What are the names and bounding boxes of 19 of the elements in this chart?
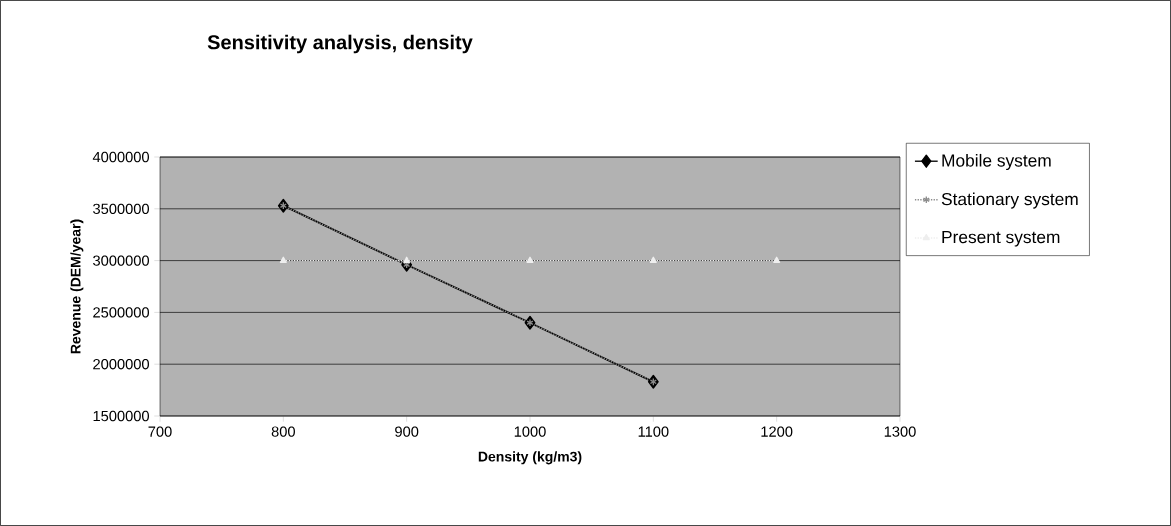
x-tick-label: 700 xyxy=(148,426,172,437)
x-tick-label: 1100 xyxy=(638,426,669,437)
y-axis-title: Revenue (DEM/year) xyxy=(70,219,84,354)
chart-title: Sensitivity analysis, density xyxy=(207,34,473,54)
legend-label: Present system xyxy=(942,231,1060,247)
y-tick-label: 3500000 xyxy=(93,203,149,214)
x-tick-label: 800 xyxy=(271,426,295,437)
x-tick-label: 900 xyxy=(395,426,419,437)
legend-label: Mobile system xyxy=(942,153,1051,171)
y-tick-label: 3000000 xyxy=(93,255,149,266)
y-tick-label: 2500000 xyxy=(93,307,149,318)
legend-label: Stationary system xyxy=(941,192,1078,209)
x-tick-label: 1200 xyxy=(761,426,793,437)
y-tick-label: 2000000 xyxy=(93,359,149,370)
x-tick-label: 1000 xyxy=(514,426,546,437)
y-tick-label: 1500000 xyxy=(93,410,149,422)
x-tick-label: 1300 xyxy=(884,426,916,437)
y-tick-label: 4000000 xyxy=(92,151,149,163)
x-axis-title: Density (kg/m3) xyxy=(478,451,582,465)
